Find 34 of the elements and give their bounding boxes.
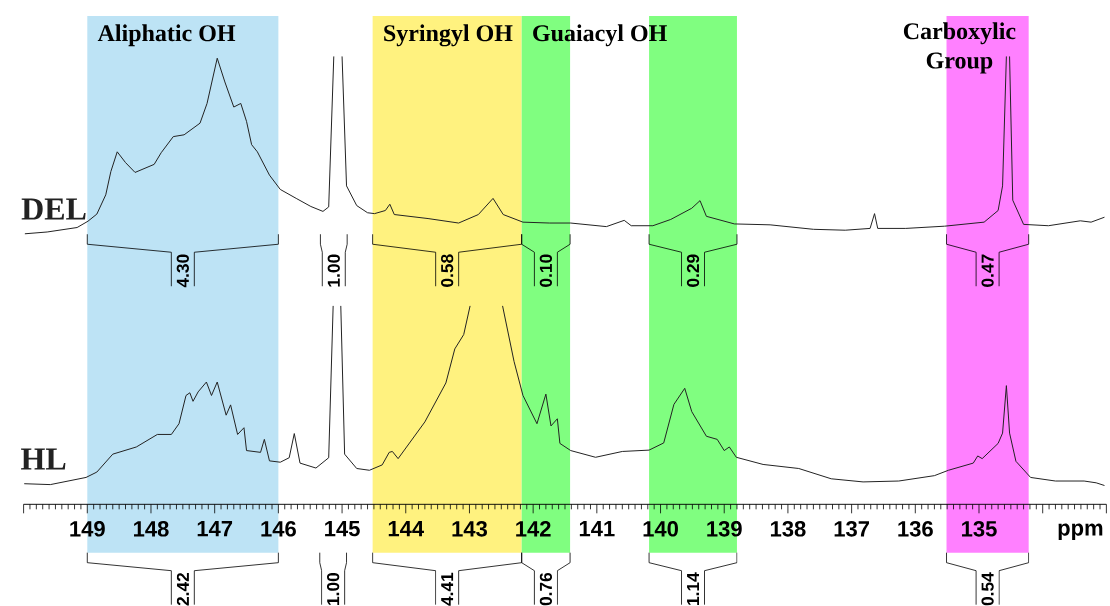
x-tick-label: 144 — [388, 521, 424, 537]
x-tick-label: 147 — [197, 521, 233, 537]
text: 0.54 — [981, 572, 994, 606]
x-tick-label: 148 — [134, 521, 169, 537]
x-tick-label: 140 — [643, 521, 678, 537]
x-tick-label: 149 — [70, 521, 105, 537]
x-tick-label: 138 — [770, 521, 806, 537]
annotation: 0.10 — [539, 254, 553, 287]
x-tick-label: 143 — [452, 521, 487, 537]
annotation: 0.47 — [981, 254, 994, 287]
x-tick-label: 141 — [579, 521, 615, 537]
band-label: Carboxylic Group — [903, 22, 1016, 74]
text: 4.41 — [441, 572, 454, 606]
annotation: 0.58 — [441, 254, 454, 287]
series-label: DEL — [21, 198, 86, 220]
series-label: HL — [21, 448, 66, 470]
annotation: 0.29 — [686, 254, 700, 287]
x-tick-label: 145 — [325, 521, 360, 537]
band-label: Aliphatic OH — [97, 24, 236, 47]
x-tick-label: 137 — [834, 521, 869, 537]
text: 1.14 — [687, 572, 699, 605]
annotation: 4.30 — [176, 254, 189, 288]
band-label: Guaiacyl OH — [533, 24, 667, 47]
text: 0.76 — [539, 572, 553, 606]
band-label: Syringyl OH — [384, 24, 513, 47]
x-tick-label: 135 — [962, 521, 997, 537]
text: 2.42 — [176, 572, 189, 606]
annotation: 1.00 — [327, 254, 340, 287]
x-axis-title: ppm — [1058, 523, 1103, 541]
x-tick-label: 146 — [261, 521, 296, 537]
x-tick-label: 142 — [516, 521, 551, 537]
x-tick-label: 139 — [707, 521, 742, 537]
text: 1.00 — [327, 573, 340, 605]
x-tick-label: 136 — [898, 521, 933, 537]
